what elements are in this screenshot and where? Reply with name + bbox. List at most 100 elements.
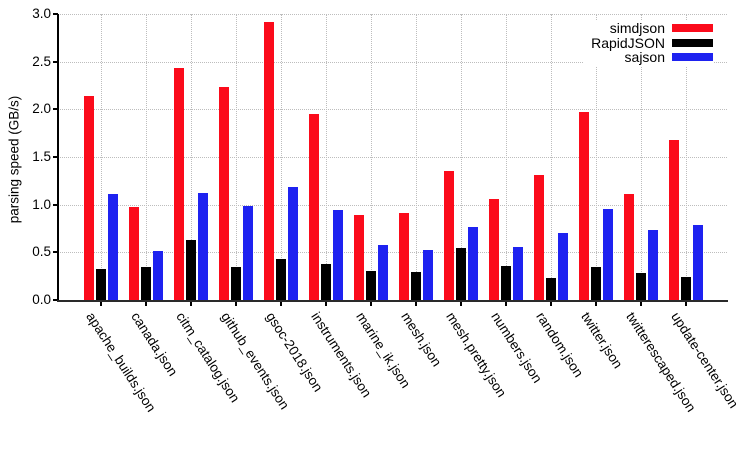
bar-RapidJSON (411, 272, 421, 300)
bar-sajson (153, 251, 163, 300)
gridline-vertical (506, 14, 507, 300)
bar-simdjson (84, 95, 94, 300)
bar-RapidJSON (636, 273, 646, 300)
y-tick-mark (53, 13, 58, 15)
bar-RapidJSON (141, 266, 151, 300)
bar-RapidJSON (231, 266, 241, 300)
gridline-vertical (326, 14, 327, 300)
bar-RapidJSON (366, 271, 376, 300)
bar-simdjson (579, 112, 589, 300)
bar-simdjson (399, 213, 409, 300)
y-tick-mark (53, 108, 58, 111)
y-tick-label: 2.5 (32, 53, 51, 69)
legend-item-RapidJSON: RapidJSON (591, 36, 713, 51)
legend-label: RapidJSON (591, 34, 665, 51)
gridline-vertical (236, 14, 237, 300)
gridline-vertical (281, 14, 282, 300)
legend-item-sajson: sajson (591, 50, 713, 65)
x-tick-mark (550, 302, 552, 306)
gridline-vertical (686, 14, 687, 300)
x-tick-mark (685, 302, 687, 306)
gridline-vertical (371, 14, 372, 300)
y-tick-label: 3.0 (32, 6, 51, 21)
x-tick-mark (505, 302, 507, 306)
bar-sajson (468, 226, 478, 300)
y-tick-mark (53, 156, 58, 158)
x-tick-mark (325, 302, 327, 306)
bar-RapidJSON (681, 277, 691, 300)
gridline-horizontal (58, 61, 727, 63)
x-tick-label: mesh.json (398, 309, 445, 370)
y-tick-mark (53, 60, 58, 63)
x-tick-mark (280, 302, 282, 306)
gridline-vertical (101, 14, 102, 300)
x-tick-mark (415, 302, 417, 306)
bar-simdjson (354, 215, 364, 300)
x-tick-mark (640, 302, 642, 306)
y-axis-line (57, 14, 59, 302)
y-tick-mark (53, 299, 58, 301)
gridline-vertical (146, 14, 147, 300)
bar-sajson (648, 230, 658, 300)
bar-simdjson (624, 194, 634, 300)
legend-label: simdjson (609, 20, 665, 37)
gridline-horizontal (58, 252, 727, 254)
x-tick-mark (460, 302, 462, 306)
bar-sajson (288, 186, 298, 300)
bar-sajson (513, 246, 523, 300)
x-tick-mark (190, 302, 192, 306)
bar-RapidJSON (591, 266, 601, 300)
x-tick-label: twitter.json (578, 309, 626, 372)
gridline-horizontal (58, 14, 727, 15)
gridline-vertical (416, 14, 417, 300)
bar-sajson (198, 193, 208, 300)
x-axis-line (57, 300, 728, 302)
legend-swatch-icon (672, 53, 713, 62)
bar-sajson (378, 244, 388, 300)
gridline-horizontal (58, 109, 727, 111)
x-tick-label: random.json (533, 309, 587, 380)
y-tick-label: 1.5 (32, 149, 51, 164)
bar-RapidJSON (96, 268, 106, 300)
bar-RapidJSON (321, 263, 331, 300)
y-tick-label: 1.0 (32, 196, 51, 212)
bar-sajson (243, 205, 253, 300)
y-tick-label: 2.0 (32, 101, 51, 117)
y-tick-mark (53, 203, 58, 206)
bar-sajson (558, 233, 568, 300)
gridline-vertical (641, 14, 642, 300)
legend-item-simdjson: simdjson (591, 21, 713, 36)
gridline-horizontal (58, 204, 727, 206)
bar-simdjson (309, 114, 319, 300)
y-tick-label: 0.0 (32, 292, 51, 307)
bar-sajson (693, 224, 703, 300)
bar-simdjson (174, 68, 184, 300)
bar-simdjson (669, 139, 679, 300)
bar-simdjson (444, 171, 454, 300)
bar-sajson (108, 194, 118, 300)
bar-sajson (423, 250, 433, 300)
bar-sajson (603, 209, 613, 300)
legend: simdjson RapidJSON sajson (583, 20, 713, 66)
bar-simdjson (264, 21, 274, 300)
gridline-vertical (551, 14, 552, 300)
gridline-horizontal (58, 157, 727, 158)
bar-simdjson (534, 175, 544, 300)
x-tick-mark (145, 302, 147, 306)
gridline-vertical (461, 14, 462, 300)
bar-RapidJSON (546, 278, 556, 300)
x-tick-mark (100, 302, 102, 306)
gridline-vertical (596, 14, 597, 300)
x-tick-mark (595, 302, 597, 306)
legend-swatch-icon (672, 24, 713, 33)
bar-simdjson (489, 198, 499, 300)
bar-RapidJSON (501, 265, 511, 300)
bar-RapidJSON (186, 239, 196, 300)
bar-simdjson (219, 87, 229, 300)
legend-label: sajson (624, 49, 665, 66)
gridline-vertical (191, 14, 192, 300)
bar-sajson (333, 210, 343, 300)
bar-RapidJSON (276, 259, 286, 300)
bar-simdjson (129, 206, 139, 300)
bar-RapidJSON (456, 247, 466, 300)
